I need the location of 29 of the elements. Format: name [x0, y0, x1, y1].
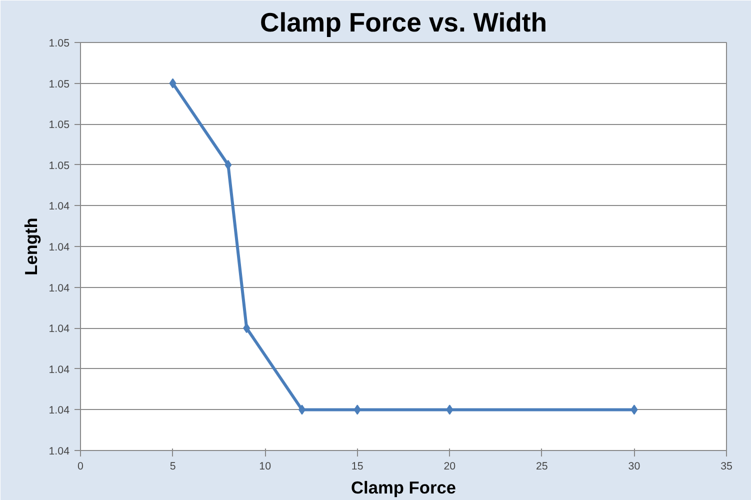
y-axis-title: Length	[20, 218, 41, 276]
y-tick-label: 1.04	[48, 200, 70, 213]
y-tick-label: 1.04	[48, 446, 70, 458]
point	[243, 323, 250, 334]
y-tick-label: 1.04	[48, 282, 70, 294]
point	[446, 404, 454, 415]
point	[169, 78, 176, 88]
point	[224, 160, 232, 170]
chart-title: Clamp Force vs. Width	[260, 8, 548, 38]
y-tick-label: 1.04	[48, 323, 70, 336]
x-tick-label: 5	[170, 460, 176, 472]
x-tick-label: 0	[78, 460, 84, 472]
x-tick-label: 30	[628, 460, 640, 472]
point	[298, 404, 306, 415]
x-tick-label: 10	[259, 460, 272, 472]
x-tick-label: 35	[720, 460, 732, 472]
x-axis-title: Clamp Force	[351, 478, 456, 498]
x-tick-label: 20	[444, 460, 456, 472]
x-tick-label: 15	[351, 460, 364, 472]
y-tick-label: 1.04	[48, 364, 70, 376]
point	[354, 404, 361, 415]
y-tick-label: 1.04	[48, 404, 70, 417]
x-tick-label: 25	[536, 460, 548, 472]
y-tick-label: 1.05	[48, 160, 70, 172]
point	[630, 404, 638, 415]
y-tick-label: 1.05	[48, 78, 70, 90]
y-tick-label: 1.05	[48, 38, 70, 50]
y-tick-label: 1.05	[48, 119, 70, 132]
y-tick-label: 1.04	[48, 242, 70, 254]
